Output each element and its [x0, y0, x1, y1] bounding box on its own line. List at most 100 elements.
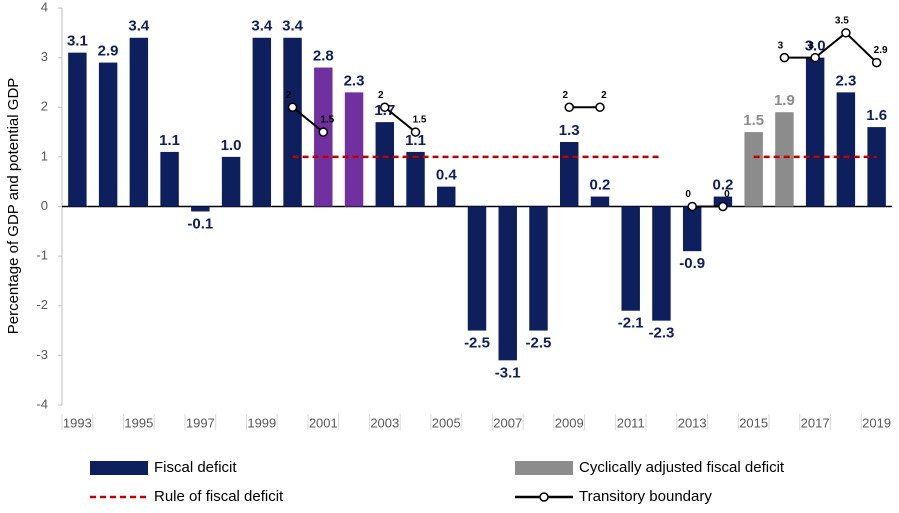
data-label: 3.1 — [67, 33, 88, 50]
data-label: -0.9 — [679, 255, 705, 272]
data-label: 1.5 — [743, 112, 764, 129]
data-label: 2.8 — [313, 48, 334, 65]
bar — [98, 62, 118, 207]
legend-label: Rule of fiscal deficit — [154, 488, 284, 505]
legend-label: Cyclically adjusted fiscal deficit — [579, 459, 785, 476]
x-tick-label: 2011 — [617, 415, 645, 430]
y-tick-label: -2 — [36, 297, 48, 312]
marker — [564, 102, 574, 112]
point-label: 2 — [562, 90, 568, 101]
data-label: 0.2 — [712, 177, 733, 194]
bar — [467, 206, 487, 331]
marker — [810, 52, 820, 63]
bar — [68, 52, 87, 207]
data-label: 2.3 — [344, 72, 365, 89]
y-axis-title: Percentage of GDP and potential GDP — [5, 78, 22, 335]
bar — [682, 206, 702, 252]
point-label: 0 — [685, 189, 691, 200]
data-label: 1.6 — [866, 107, 887, 124]
point-label: 2 — [601, 90, 607, 101]
point-label: 1.5 — [320, 115, 334, 126]
bar — [744, 132, 763, 207]
bar — [283, 37, 302, 207]
marker — [595, 102, 605, 112]
data-label: -3.1 — [495, 364, 521, 381]
bar — [129, 37, 149, 207]
data-label: 2.3 — [835, 72, 856, 89]
bar — [221, 156, 241, 207]
data-label: 2.9 — [98, 43, 119, 60]
marker — [871, 57, 882, 68]
bar — [867, 127, 886, 207]
bar — [252, 37, 272, 207]
legend-label: Transitory boundary — [579, 488, 712, 505]
bar — [314, 67, 333, 207]
y-tick-label: -4 — [36, 396, 48, 411]
data-label: 1.9 — [774, 92, 795, 109]
legend-swatch — [515, 461, 573, 475]
point-label: 3 — [808, 40, 814, 51]
bar — [621, 206, 640, 311]
marker — [718, 201, 728, 212]
x-tick-label: 2007 — [493, 415, 522, 430]
x-tick-label: 1997 — [186, 415, 215, 430]
bar — [406, 151, 425, 207]
bar — [498, 206, 517, 361]
point-label: 3.5 — [835, 15, 849, 26]
x-tick-label: 2009 — [555, 415, 584, 430]
bar — [160, 151, 179, 207]
x-tick-label: 1995 — [124, 415, 153, 430]
bar — [437, 186, 456, 207]
line — [291, 31, 878, 208]
data-label: 3.4 — [251, 18, 273, 35]
data-label: 3.4 — [282, 18, 304, 35]
y-tick-label: 2 — [41, 99, 48, 114]
marker — [410, 127, 421, 137]
data-label: 3.4 — [128, 18, 150, 35]
data-label: 3.0 — [805, 38, 826, 55]
y-tick-label: 3 — [41, 49, 48, 64]
marker — [841, 28, 851, 38]
y-tick-label: -1 — [36, 248, 48, 263]
point-label: 0 — [724, 189, 730, 200]
point-label: 3 — [778, 40, 784, 51]
data-label: 0.4 — [436, 167, 458, 184]
y-tick-label: 4 — [41, 0, 48, 14]
data-label: 1.1 — [159, 132, 180, 149]
marker — [687, 201, 697, 212]
bar — [652, 206, 671, 321]
data-label: 1.0 — [221, 137, 242, 154]
marker — [779, 52, 790, 63]
bar — [590, 196, 610, 207]
point-label: 2.9 — [874, 45, 888, 56]
data-label: 1.1 — [405, 132, 426, 149]
bar — [775, 112, 794, 207]
y-tick-label: -3 — [36, 347, 48, 362]
marker — [287, 102, 298, 112]
data-label: -2.3 — [649, 325, 675, 342]
marker — [318, 127, 329, 137]
data-label: 1.3 — [559, 122, 580, 139]
bar — [529, 206, 548, 331]
x-tick-label: 2013 — [678, 415, 707, 430]
x-tick-label: 2019 — [862, 415, 891, 430]
data-label: -0.1 — [187, 215, 213, 232]
x-tick-label: 2001 — [309, 415, 338, 430]
legend-label: Fiscal deficit — [154, 459, 237, 476]
x-tick-label: 2003 — [370, 415, 399, 430]
bar — [344, 92, 364, 207]
y-tick-label: 1 — [41, 148, 48, 163]
bar — [560, 141, 579, 207]
x-tick-label: 2015 — [739, 415, 768, 430]
x-tick-label: 2005 — [432, 415, 461, 430]
bar — [713, 196, 733, 207]
point-label: 2 — [286, 90, 292, 101]
x-tick-label: 1993 — [63, 415, 92, 430]
marker — [380, 102, 390, 112]
data-label: 0.2 — [590, 177, 611, 194]
legend-swatch — [90, 461, 148, 475]
bar — [836, 92, 856, 207]
point-label: 2 — [378, 90, 384, 101]
point-label: 1.5 — [413, 115, 427, 126]
